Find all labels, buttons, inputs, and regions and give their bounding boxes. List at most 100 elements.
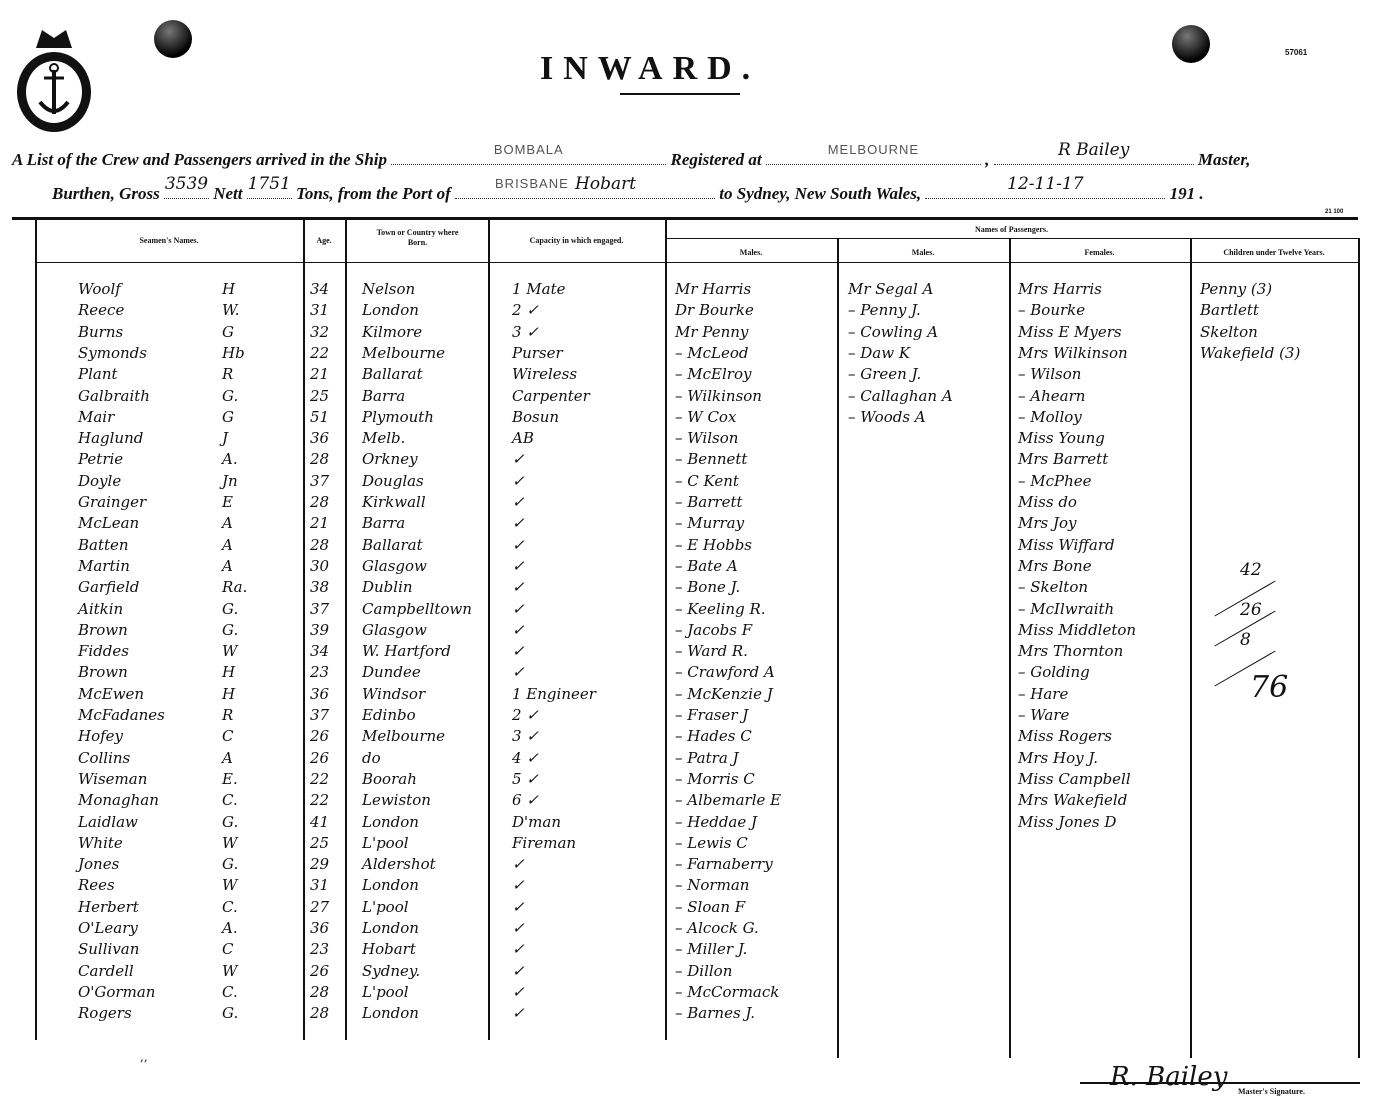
seaman-age: 28 bbox=[310, 450, 330, 469]
form-number: 57061 bbox=[1285, 48, 1308, 57]
seaman-birthplace: London bbox=[362, 812, 419, 831]
seaman-capacity: ✓ bbox=[512, 556, 525, 575]
female-passenger: Mrs Harris bbox=[1018, 280, 1102, 298]
male-passenger: – Sloan F bbox=[675, 897, 746, 916]
male-passenger: – McKenzie J bbox=[675, 684, 773, 703]
seaman-initial: A bbox=[222, 748, 233, 767]
seaman-capacity: 2 ✓ bbox=[512, 301, 539, 320]
seaman-surname: Burns bbox=[78, 322, 124, 341]
seaman-capacity: Purser bbox=[512, 343, 563, 362]
seaman-birthplace: Kirkwall bbox=[362, 493, 426, 511]
seaman-capacity: ✓ bbox=[512, 855, 525, 874]
seaman-capacity: ✓ bbox=[512, 514, 525, 533]
seaman-capacity: ✓ bbox=[512, 919, 525, 937]
child-passenger: Wakefield (3) bbox=[1200, 343, 1301, 362]
seaman-surname: Sullivan bbox=[78, 940, 140, 959]
header-seamen: Seamen's Names. bbox=[139, 236, 199, 245]
seaman-surname: Garfield bbox=[78, 578, 140, 597]
female-passenger: – McIlwraith bbox=[1018, 599, 1115, 618]
seaman-surname: Batten bbox=[78, 535, 129, 554]
seaman-age: 29 bbox=[310, 855, 330, 874]
seaman-age: 36 bbox=[310, 429, 330, 448]
seaman-capacity: Bosun bbox=[512, 407, 560, 426]
seaman-capacity: ✓ bbox=[512, 620, 525, 639]
seaman-age: 36 bbox=[310, 684, 330, 703]
male-passenger: – C Kent bbox=[675, 471, 739, 490]
seaman-surname: McFadanes bbox=[78, 706, 165, 724]
seaman-initial: C. bbox=[222, 791, 238, 810]
seaman-surname: Herbert bbox=[78, 897, 139, 916]
seaman-initial: W bbox=[222, 876, 238, 895]
seaman-surname: Aitkin bbox=[78, 599, 124, 618]
seaman-initial: C bbox=[222, 727, 234, 746]
gross-field: 3539 bbox=[163, 174, 209, 199]
seaman-birthplace: L'pool bbox=[362, 833, 409, 852]
destination-label: to Sydney, New South Wales, bbox=[719, 184, 922, 203]
burthen-label: Burthen, Gross bbox=[52, 184, 160, 203]
seaman-capacity: ✓ bbox=[512, 961, 525, 980]
seaman-birthplace: Melb. bbox=[362, 429, 406, 448]
seaman-surname: Brown bbox=[78, 620, 128, 639]
seaman-birthplace: Kilmore bbox=[362, 322, 423, 341]
seaman-initial: J bbox=[222, 429, 229, 448]
seaman-age: 22 bbox=[310, 343, 330, 362]
seaman-birthplace: L'pool bbox=[362, 982, 409, 1001]
female-passenger: Mrs Thornton bbox=[1018, 642, 1124, 661]
signature-line bbox=[1080, 1082, 1360, 1084]
header-born: Town or Country where Born. bbox=[376, 228, 459, 247]
seaman-capacity: ✓ bbox=[512, 599, 525, 618]
male-passenger: Mr Harris bbox=[675, 280, 752, 298]
seaman-initial: R bbox=[222, 706, 234, 724]
seaman-surname: Laidlaw bbox=[78, 812, 138, 831]
column-divider bbox=[1358, 238, 1360, 1058]
column-divider bbox=[837, 238, 839, 1058]
header-line-1: A List of the Crew and Passengers arrive… bbox=[12, 140, 1251, 169]
female-passenger: Mrs Joy bbox=[1018, 514, 1077, 533]
tally-number: 8 bbox=[1240, 630, 1251, 650]
seaman-initial: H bbox=[222, 663, 236, 682]
seaman-age: 25 bbox=[310, 833, 330, 852]
seaman-capacity: 2 ✓ bbox=[512, 706, 539, 724]
seaman-initial: H bbox=[222, 280, 236, 298]
seaman-initial: G. bbox=[222, 812, 239, 831]
child-passenger: Bartlett bbox=[1200, 301, 1259, 320]
seaman-age: 30 bbox=[310, 556, 330, 575]
passenger-header-rule bbox=[665, 238, 1358, 239]
seaman-capacity: 1 Engineer bbox=[512, 684, 596, 703]
male-passenger: – Wilkinson bbox=[675, 386, 762, 405]
seaman-capacity: ✓ bbox=[512, 876, 525, 895]
male-passenger: – Heddae J bbox=[675, 812, 758, 831]
column-divider bbox=[345, 220, 347, 1040]
seaman-birthplace: Barra bbox=[362, 386, 406, 405]
seaman-initial: C. bbox=[222, 982, 238, 1001]
seaman-capacity: ✓ bbox=[512, 642, 525, 661]
female-passenger: Miss Middleton bbox=[1018, 620, 1137, 639]
male-passenger: – Patra J bbox=[675, 748, 739, 767]
seaman-surname: Collins bbox=[78, 748, 131, 767]
seaman-age: 21 bbox=[310, 365, 330, 384]
male-passenger: – Alcock G. bbox=[675, 919, 759, 937]
female-passenger: – Golding bbox=[1018, 663, 1090, 682]
male-passenger: – Bone J. bbox=[675, 578, 741, 597]
seaman-age: 25 bbox=[310, 386, 330, 405]
seaman-birthplace: L'pool bbox=[362, 897, 409, 916]
female-passenger: Miss Campbell bbox=[1018, 769, 1131, 788]
header-males-2: Males. bbox=[911, 248, 935, 257]
port-handwritten: Hobart bbox=[575, 174, 637, 194]
seaman-age: 23 bbox=[310, 663, 330, 682]
male-passenger: – Penny J. bbox=[848, 301, 921, 320]
master-field: R Bailey bbox=[993, 140, 1194, 165]
seaman-birthplace: London bbox=[362, 876, 419, 895]
seaman-initial: G. bbox=[222, 386, 239, 405]
seaman-age: 37 bbox=[310, 706, 330, 724]
male-passenger: – Murray bbox=[675, 514, 745, 533]
seaman-birthplace: London bbox=[362, 1004, 419, 1023]
seaman-age: 26 bbox=[310, 961, 330, 980]
male-passenger: – Jacobs F bbox=[675, 620, 753, 639]
seaman-initial: G bbox=[222, 322, 234, 341]
seaman-surname: O'Gorman bbox=[78, 982, 156, 1001]
seaman-capacity: ✓ bbox=[512, 897, 525, 916]
female-passenger: – Ware bbox=[1018, 706, 1070, 724]
page-title: INWARD. bbox=[540, 50, 761, 87]
seaman-birthplace: Ballarat bbox=[362, 365, 423, 384]
